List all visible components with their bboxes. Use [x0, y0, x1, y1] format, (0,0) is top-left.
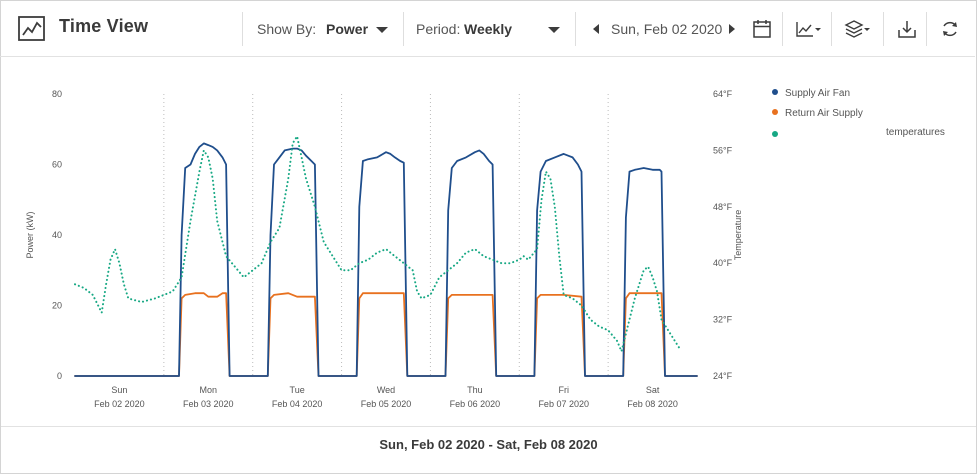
- legend-item-return-air-supply[interactable]: Return Air Supply: [772, 108, 863, 119]
- line-chart-icon[interactable]: [795, 18, 823, 40]
- y2-tick-label: 56°F: [713, 145, 733, 155]
- x-tick-day: Mon: [200, 385, 218, 395]
- y-axis-title: Power (kW): [25, 211, 35, 258]
- x-tick-date: Feb 06 2020: [450, 399, 501, 409]
- x-tick-date: Feb 02 2020: [94, 399, 145, 409]
- toolbar-divider: [575, 12, 576, 46]
- toolbar-divider: [782, 12, 783, 46]
- x-tick-day: Wed: [377, 385, 395, 395]
- y2-tick-label: 24°F: [713, 371, 733, 381]
- y-tick-label: 80: [52, 89, 62, 99]
- toolbar-divider: [831, 12, 832, 46]
- toolbar-divider: [403, 12, 404, 46]
- x-tick-date: Feb 05 2020: [361, 399, 412, 409]
- series-line-0: [74, 142, 698, 377]
- period-label: Period:: [416, 21, 461, 37]
- period-select[interactable]: Weekly: [464, 21, 512, 37]
- y2-tick-label: 40°F: [713, 258, 733, 268]
- date-range-label: Sun, Feb 02 2020 - Sat, Feb 08 2020: [379, 437, 598, 452]
- chevron-right-icon[interactable]: [729, 24, 735, 34]
- y-tick-label: 60: [52, 160, 62, 170]
- legend-marker: [772, 131, 778, 137]
- series-line-1: [74, 292, 698, 377]
- x-tick-date: Feb 03 2020: [183, 399, 234, 409]
- y2-tick-label: 64°F: [713, 89, 733, 99]
- download-icon[interactable]: [896, 18, 918, 40]
- x-tick-day: Sat: [646, 385, 660, 395]
- legend-item-supply-air-fan[interactable]: Supply Air Fan: [772, 88, 850, 99]
- current-date[interactable]: Sun, Feb 02 2020: [611, 21, 723, 37]
- toolbar-divider: [242, 12, 243, 46]
- legend-item-temperatures[interactable]: temperatures: [772, 127, 945, 138]
- x-tick-day: Thu: [467, 385, 483, 395]
- toolbar-divider: [926, 12, 927, 46]
- layers-icon[interactable]: [844, 18, 872, 40]
- x-tick-date: Feb 07 2020: [538, 399, 589, 409]
- refresh-icon[interactable]: [939, 18, 961, 40]
- chevron-down-icon[interactable]: [376, 27, 388, 33]
- show-by-label: Show By:: [257, 21, 317, 37]
- y2-tick-label: 48°F: [713, 202, 733, 212]
- toolbar: Time View Show By: Power Period: Weekly …: [0, 0, 975, 57]
- legend-marker: [772, 89, 778, 95]
- x-tick-date: Feb 04 2020: [272, 399, 323, 409]
- y-tick-label: 0: [57, 371, 62, 381]
- chart-line-icon: [18, 16, 45, 41]
- x-tick-day: Fri: [558, 385, 569, 395]
- footer-divider: [1, 426, 976, 427]
- y2-axis-title: Temperature: [733, 210, 743, 261]
- y-tick-label: 40: [52, 230, 62, 240]
- x-tick-day: Tue: [290, 385, 305, 395]
- y-tick-label: 20: [52, 301, 62, 311]
- show-by-select[interactable]: Power: [326, 21, 369, 37]
- toolbar-divider: [883, 12, 884, 46]
- page-title: Time View: [59, 16, 149, 36]
- series-line-2: [74, 135, 681, 353]
- x-tick-day: Sun: [111, 385, 127, 395]
- legend-marker: [772, 109, 778, 115]
- y2-tick-label: 32°F: [713, 315, 733, 325]
- calendar-icon[interactable]: [751, 18, 773, 40]
- chevron-down-icon[interactable]: [548, 27, 560, 33]
- x-tick-date: Feb 08 2020: [627, 399, 678, 409]
- power-temperature-chart: 0 20 40 60 80 24°F 32°F 40°F 48°F 56°F 64°F Power (…: [25, 89, 743, 409]
- chevron-left-icon[interactable]: [593, 24, 599, 34]
